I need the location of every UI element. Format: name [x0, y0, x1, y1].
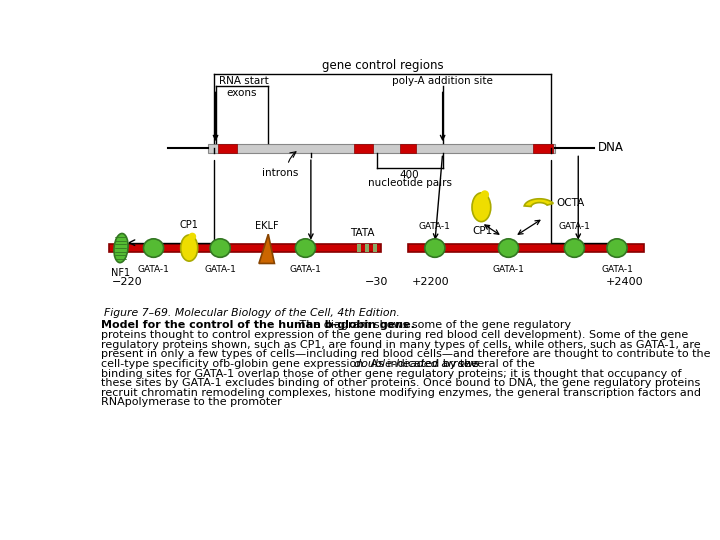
Text: Model for the control of the human b-globin gene.: Model for the control of the human b-glo… [101, 320, 415, 330]
Ellipse shape [610, 241, 624, 250]
Text: RNA start: RNA start [219, 76, 269, 85]
Text: NF1: NF1 [112, 268, 130, 278]
Text: proteins thought to control expression of the gene during red blood cell develop: proteins thought to control expression o… [101, 330, 688, 340]
Ellipse shape [564, 239, 585, 257]
Text: OCTA: OCTA [557, 198, 585, 208]
Bar [400, 144, 415, 153]
Text: , several of the: , several of the [451, 359, 535, 369]
Text: GATA-1: GATA-1 [492, 265, 524, 274]
Bar [218, 144, 238, 153]
Ellipse shape [213, 241, 228, 250]
Text: The diagram shows some of the gene regulatory: The diagram shows some of the gene regul… [296, 320, 571, 330]
Bar [357, 244, 361, 252]
Text: exons: exons [227, 88, 257, 98]
Ellipse shape [146, 241, 161, 250]
Ellipse shape [210, 239, 230, 257]
Ellipse shape [567, 241, 582, 250]
Bar [373, 244, 377, 252]
Bar [109, 244, 381, 252]
Bar [365, 244, 369, 252]
Text: +2400: +2400 [606, 278, 644, 287]
Ellipse shape [472, 193, 491, 221]
Text: Figure 7–69. Molecular Biology of the Cell, 4th Edition.: Figure 7–69. Molecular Biology of the Ce… [104, 308, 400, 318]
Ellipse shape [295, 239, 315, 257]
Text: poly-A addition site: poly-A addition site [392, 76, 493, 85]
Ellipse shape [480, 190, 489, 199]
Ellipse shape [298, 241, 312, 250]
Text: EKLF: EKLF [255, 221, 279, 231]
Bar [408, 244, 644, 252]
Ellipse shape [428, 241, 442, 250]
Text: regulatory proteins shown, such as CP1, are found in many types of cells, while : regulatory proteins shown, such as CP1, … [101, 340, 701, 350]
Text: GATA-1: GATA-1 [204, 265, 236, 274]
Text: these sites by GATA-1 excludes binding of other proteins. Once bound to DNA, the: these sites by GATA-1 excludes binding o… [101, 378, 700, 388]
Bar [208, 144, 555, 153]
Text: −30: −30 [365, 278, 388, 287]
Text: present in only a few types of cells—including red blood cells—and therefore are: present in only a few types of cells—inc… [101, 349, 711, 359]
Polygon shape [524, 199, 553, 206]
Text: +2200: +2200 [412, 278, 449, 287]
Bar [534, 144, 553, 153]
Ellipse shape [143, 239, 163, 257]
Ellipse shape [114, 233, 128, 262]
Text: cell-type specificity ofb-globin gene expression. As indicated by the: cell-type specificity ofb-globin gene ex… [101, 359, 482, 369]
Text: DNA: DNA [598, 141, 624, 154]
Text: GATA-1: GATA-1 [559, 222, 590, 231]
Text: −220: −220 [112, 278, 143, 287]
Text: double-headed arrows: double-headed arrows [354, 359, 479, 369]
Text: GATA-1: GATA-1 [138, 265, 169, 274]
Text: gene control regions: gene control regions [322, 59, 444, 72]
Ellipse shape [501, 241, 516, 250]
Text: TATA: TATA [351, 228, 375, 238]
Text: GATA-1: GATA-1 [601, 265, 633, 274]
Ellipse shape [425, 239, 445, 257]
Ellipse shape [181, 235, 198, 261]
Ellipse shape [189, 233, 196, 240]
Text: 400: 400 [400, 170, 420, 179]
Text: GATA-1: GATA-1 [289, 265, 321, 274]
Text: binding sites for GATA-1 overlap those of other gene regulatory proteins; it is : binding sites for GATA-1 overlap those o… [101, 369, 681, 379]
Ellipse shape [607, 239, 627, 257]
Text: GATA-1: GATA-1 [419, 222, 451, 231]
Text: nucleotide pairs: nucleotide pairs [368, 178, 451, 188]
Bar [354, 144, 373, 153]
Text: introns: introns [261, 168, 298, 178]
Text: recruit chromatin remodeling complexes, histone modifying enzymes, the general t: recruit chromatin remodeling complexes, … [101, 388, 701, 398]
Text: CP1: CP1 [473, 226, 493, 236]
Text: RNApolymerase to the promoter: RNApolymerase to the promoter [101, 397, 282, 408]
Polygon shape [259, 234, 274, 264]
Ellipse shape [498, 239, 518, 257]
Text: CP1: CP1 [180, 220, 199, 231]
